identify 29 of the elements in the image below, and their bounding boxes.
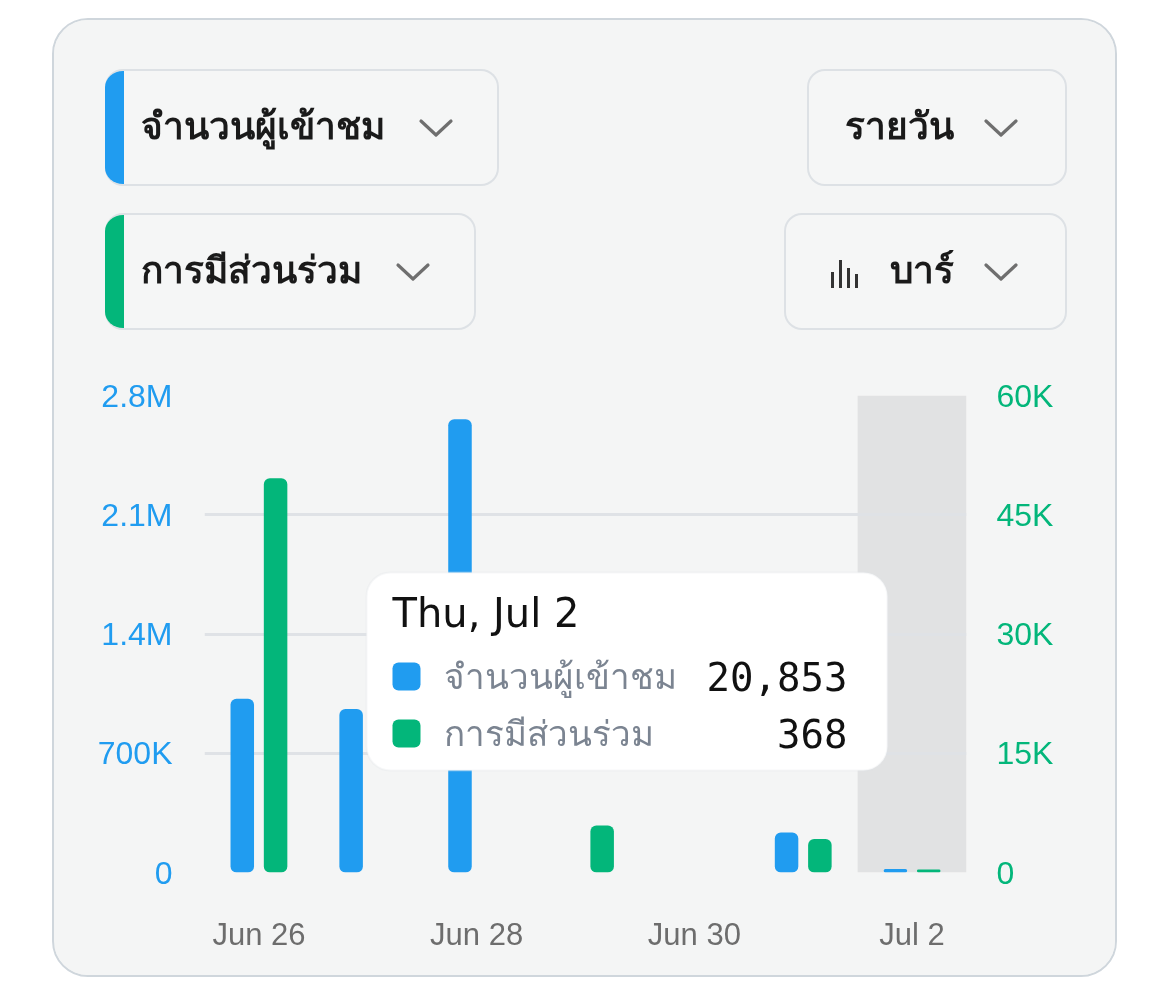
x-tick-label: Jun 28 [430, 916, 524, 952]
bar [590, 825, 614, 873]
legend-label: จำนวนผู้เข้าชม [443, 656, 677, 698]
bar [808, 839, 832, 873]
y-tick-label: 1.4M [101, 616, 173, 652]
x-tick-label: Jun 30 [647, 916, 741, 952]
annotation: Thu, Jul 2 [391, 589, 580, 636]
y2-tick-label: 60K [996, 377, 1054, 414]
dropdown: บาร์ [784, 213, 1067, 330]
y-tick-label: 700K [97, 735, 173, 772]
dropdown: จำนวนผู้เข้าชม [105, 69, 499, 186]
bar [230, 698, 255, 873]
y-tick-label: 2.1M [101, 496, 173, 533]
bar [339, 708, 363, 873]
y2-tick-label: 0 [996, 854, 1015, 891]
y2-tick-label: 45K [996, 496, 1054, 533]
bar [774, 832, 799, 873]
x-tick-label: Jul 2 [879, 916, 945, 952]
y2-tick-label: 15K [996, 735, 1054, 772]
dropdown: รายวัน [807, 69, 1067, 186]
y-tick-label: 2.8M [101, 377, 173, 414]
y2-tick-label: 30K [996, 616, 1054, 652]
annotation: 20,853 [706, 655, 848, 700]
legend-label: การมีส่วนร่วม [443, 713, 654, 754]
dropdown: การมีส่วนร่วม [105, 213, 476, 330]
annotation: 368 [777, 712, 848, 757]
bar [263, 478, 288, 873]
y-tick-label: 0 [154, 854, 173, 891]
x-tick-label: Jun 26 [212, 916, 306, 952]
